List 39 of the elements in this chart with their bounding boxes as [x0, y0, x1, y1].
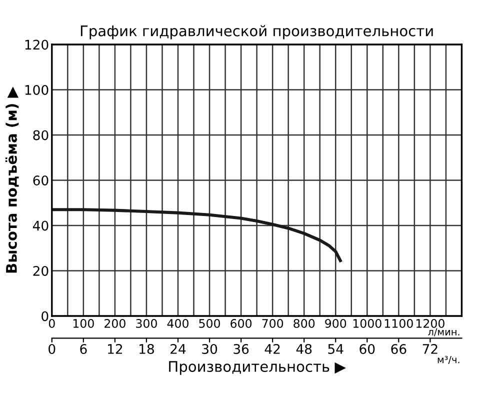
y-axis-title: Высота подъёма (м) ▶: [5, 86, 19, 273]
y-tick-label: 40: [32, 220, 48, 231]
y-tick-label: 120: [25, 40, 48, 50]
y-tick-label: 100: [25, 84, 48, 95]
x-tick-label: 300: [136, 318, 157, 328]
x2-tick-label: 36: [234, 344, 249, 354]
x-axis-title: Производительность ▶: [169, 361, 346, 375]
text: л/мин.: [428, 328, 460, 336]
y-tick-label: 0: [42, 311, 48, 322]
x-tick-label: 100: [73, 318, 94, 328]
x2-tick-label: 48: [296, 344, 312, 354]
y-tick-label: 80: [33, 130, 48, 140]
x-tick-label: 900: [325, 318, 346, 328]
x-tick-label: 1200: [416, 318, 444, 328]
x-tick-label: 0: [48, 318, 55, 328]
x2-tick-label: 66: [391, 344, 406, 354]
x2-tick-label: 18: [140, 344, 154, 354]
x-tick-label: 400: [167, 318, 188, 328]
x-tick-label: 800: [294, 318, 315, 328]
x2-tick-label: 60: [360, 344, 375, 354]
x-tick-label: 200: [104, 318, 126, 328]
y-tick-label: 20: [33, 266, 48, 276]
x-tick-label: 500: [199, 318, 220, 328]
x-tick-label: 1100: [384, 318, 413, 328]
x2-tick-label: 72: [422, 344, 438, 354]
x-tick-label: 600: [230, 318, 252, 328]
chart-title: График гидравлической производительности: [80, 25, 433, 40]
x2-tick-label: 12: [108, 344, 122, 354]
x2-tick-label: 30: [202, 344, 218, 354]
x2-tick-label: 54: [328, 344, 344, 354]
x-tick-label: 1000: [353, 318, 382, 328]
x2-tick-label: 24: [170, 344, 186, 354]
text: м³/ч.: [438, 356, 460, 364]
x2-tick-label: 0: [48, 344, 56, 354]
x2-tick-label: 42: [264, 344, 280, 354]
x2-tick-label: 6: [80, 344, 87, 354]
x-tick-label: 700: [262, 318, 284, 328]
y-tick-label: 60: [33, 175, 48, 186]
line-series: [52, 208, 342, 262]
